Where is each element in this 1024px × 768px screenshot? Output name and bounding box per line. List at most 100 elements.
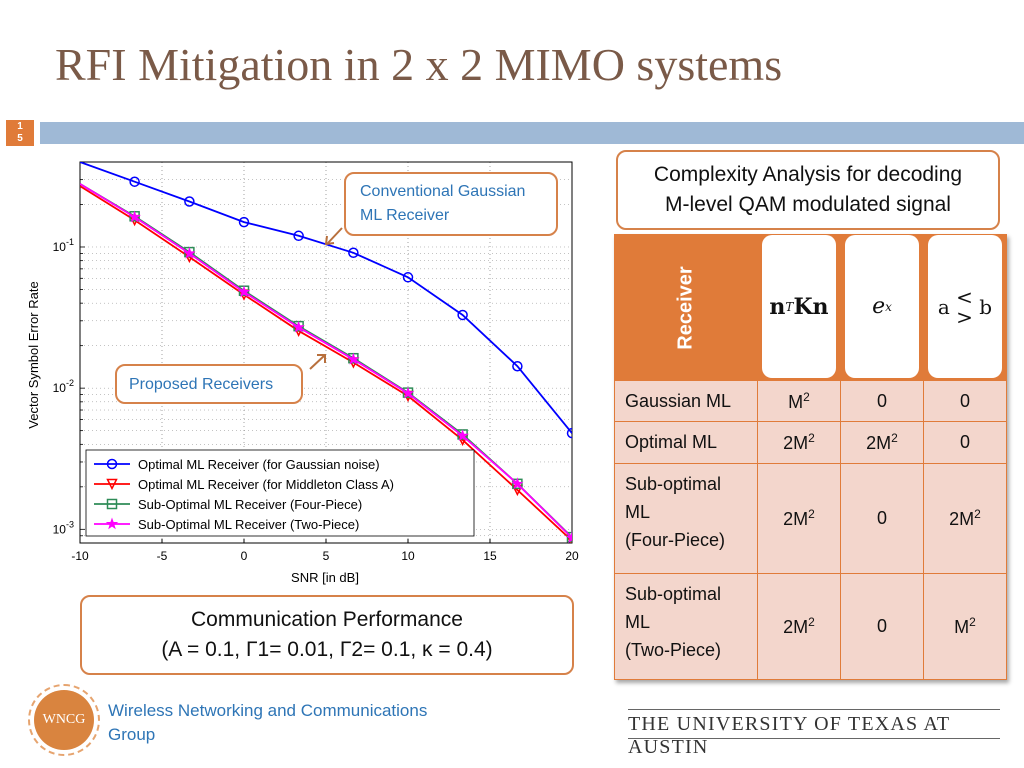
group-name-line1: Wireless Networking and Communications — [108, 701, 428, 720]
legend-marker — [106, 458, 118, 470]
x-tick-label: -10 — [71, 549, 89, 563]
data-point — [347, 352, 360, 365]
x-tick-label: 15 — [483, 549, 497, 563]
complexity-title-line2: M-level QAM modulated signal — [665, 193, 951, 216]
series-line — [80, 185, 572, 542]
receiver-header-label: Receiver — [674, 265, 697, 350]
data-point — [457, 309, 468, 321]
complexity-analysis-box: Complexity Analysis for decoding M-level… — [616, 150, 1000, 230]
row-label-two-piece: Sub-optimal ML (Two-Piece) — [614, 573, 758, 680]
y-axis-label: Vector Symbol Error Rate — [26, 281, 41, 428]
data-point — [184, 196, 195, 207]
legend-marker — [105, 517, 119, 530]
performance-title: Communication Performance — [191, 608, 463, 631]
data-point — [402, 272, 414, 283]
series-3 — [80, 183, 572, 543]
x-tick-label: 10 — [401, 549, 415, 563]
col-header-ntkn-card: n T Kn — [762, 235, 836, 378]
row-label-gaussian-ml: Gaussian ML — [614, 380, 758, 422]
performance-params: (A = 0.1, Γ1= 0.01, Γ2= 0.1, κ = 0.4) — [161, 638, 493, 661]
cell-four-piece-ntkn: 2M2 — [757, 463, 841, 574]
chart-legend: Optimal ML Receiver (for Gaussian noise)… — [85, 449, 475, 537]
university-name: THE UNIVERSITY OF TEXAS AT AUSTIN — [628, 713, 950, 758]
data-point — [512, 360, 523, 372]
row-label-four-piece: Sub-optimal ML (Four-Piece) — [614, 463, 758, 574]
arrow-to-proposed — [309, 354, 326, 370]
arrow-to-conventional — [324, 227, 343, 246]
x-tick-label: 5 — [323, 549, 330, 563]
cell-optimal-exp: 2M2 — [840, 421, 924, 464]
conventional-receiver-callout: Conventional Gaussian ML Receiver — [344, 172, 558, 236]
y-tick-label: 10-3 — [53, 519, 74, 536]
data-point — [566, 531, 572, 543]
data-point — [237, 285, 251, 298]
x-tick-label: -5 — [157, 549, 168, 563]
table-row: Gaussian ML M2 0 0 — [614, 380, 1007, 422]
x-tick-label: 20 — [565, 549, 579, 563]
conventional-callout-line1: Conventional Gaussian — [360, 183, 526, 200]
cell-four-piece-compare: 2M2 — [923, 463, 1007, 574]
cell-two-piece-compare: M2 — [923, 573, 1007, 680]
cell-two-piece-ntkn: 2M2 — [757, 573, 841, 680]
page-number-top: 1 — [17, 121, 23, 132]
data-point — [238, 216, 250, 228]
table-row: Sub-optimal ML (Four-Piece) 2M2 0 2M2 — [614, 463, 1007, 574]
data-point — [401, 386, 415, 399]
logo-ring — [28, 684, 100, 756]
table-row: Sub-optimal ML (Two-Piece) 2M2 0 M2 — [614, 573, 1007, 680]
cell-gaussian-exp: 0 — [840, 380, 924, 422]
x-axis-label: SNR [in dB] — [291, 570, 359, 585]
group-name-line2: Group — [108, 725, 156, 744]
cell-optimal-ntkn: 2M2 — [757, 421, 841, 464]
data-point — [565, 531, 572, 543]
data-point — [456, 429, 469, 442]
data-point — [511, 477, 524, 490]
data-point — [183, 246, 196, 259]
proposed-receivers-callout: Proposed Receivers — [115, 364, 303, 404]
table-row: Optimal ML 2M2 2M2 0 — [614, 421, 1007, 464]
cell-two-piece-exp: 0 — [840, 573, 924, 680]
legend-marker — [106, 498, 118, 510]
data-point — [128, 210, 141, 223]
cell-gaussian-compare: 0 — [923, 380, 1007, 422]
data-point — [348, 247, 359, 259]
legend-label: Optimal ML Receiver (for Middleton Class… — [138, 477, 394, 492]
group-name: Wireless Networking and Communications G… — [108, 699, 427, 747]
data-point — [292, 320, 305, 333]
col-header-ntkn: n T Kn — [757, 234, 841, 381]
proposed-callout-label: Proposed Receivers — [129, 376, 274, 393]
wncg-logo: WNCG — [34, 690, 94, 750]
ser-vs-snr-chart: -10 -5 0 5 10 15 20 10-1 10-2 10-3 Optimal ML Rec… — [26, 161, 579, 585]
data-point — [129, 176, 140, 187]
series-line — [80, 183, 572, 539]
col-header-compare-card: a < > b — [928, 235, 1002, 378]
receiver-header-cell: Receiver — [614, 234, 758, 381]
legend-marker — [106, 478, 118, 491]
data-point — [293, 230, 304, 242]
legend-box — [85, 449, 475, 537]
complexity-title-line1: Complexity Analysis for decoding — [653, 163, 963, 186]
slide-title: RFI Mitigation in 2 x 2 MIMO systems — [55, 39, 783, 90]
legend-label: Optimal ML Receiver (for Gaussian noise) — [138, 457, 380, 472]
data-point — [566, 427, 572, 439]
y-tick-label: 10-2 — [53, 378, 74, 395]
row-label-optimal-ml: Optimal ML — [614, 421, 758, 464]
y-tick-label: 10-1 — [53, 237, 74, 254]
university-rule-top — [628, 709, 1000, 710]
communication-performance-box: Communication Performance (A = 0.1, Γ1= … — [80, 595, 574, 675]
legend-label: Sub-Optimal ML Receiver (Four-Piece) — [138, 497, 362, 512]
university-rule-bottom — [628, 738, 1000, 739]
page-number-badge: 1 5 — [6, 120, 34, 146]
conventional-callout-line2: ML Receiver — [360, 207, 450, 224]
col-header-compare: a < > b — [923, 234, 1007, 381]
title-divider-bar — [40, 122, 1024, 144]
page-number-bottom: 5 — [17, 133, 23, 144]
cell-four-piece-exp: 0 — [840, 463, 924, 574]
cell-optimal-compare: 0 — [923, 421, 1007, 464]
legend-label: Sub-Optimal ML Receiver (Two-Piece) — [138, 517, 359, 532]
x-tick-label: 0 — [241, 549, 248, 563]
cell-gaussian-ntkn: M2 — [757, 380, 841, 422]
